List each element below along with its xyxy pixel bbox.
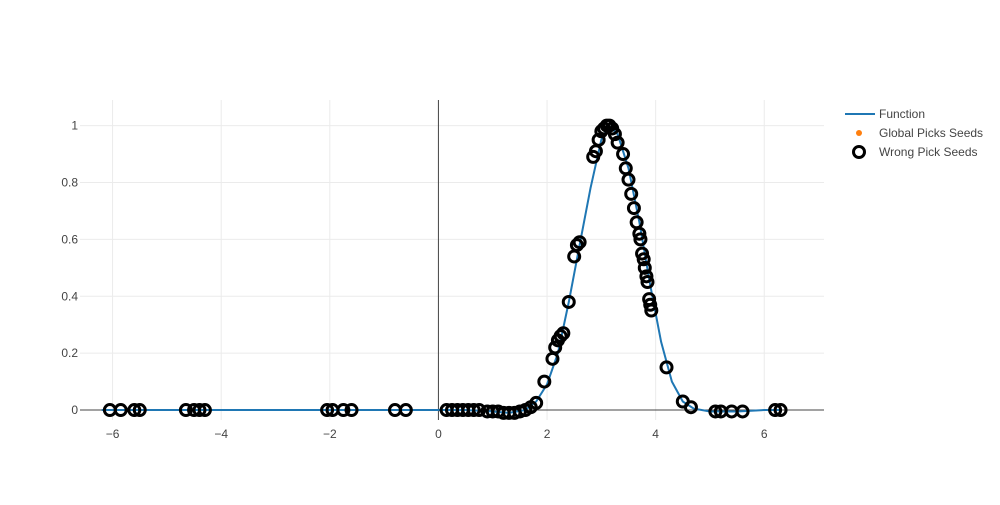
wrong-pick-seed-point [466,403,481,418]
wrong-pick-seed-point [708,404,723,419]
y-tick-label: 0.8 [61,175,78,189]
wrong-pick-seeds-series [102,118,788,420]
wrong-pick-seed-point [472,403,487,418]
legend-item-label[interactable]: Function [879,107,925,121]
y-tick-label: 0 [71,403,78,417]
wrong-pick-seed-point [621,172,636,187]
zero-lines [80,100,824,420]
wrong-pick-seed-point [640,275,655,290]
wrong-pick-seed-point [644,303,659,318]
y-tick-label: 0.6 [61,232,78,246]
wrong-pick-seed-point [344,403,359,418]
x-tick-label: −6 [106,427,120,441]
wrong-pick-seed-point [561,294,576,309]
x-tick-label: −4 [214,427,228,441]
y-tick-label: 0.4 [61,289,78,303]
wrong-pick-seed-point [127,403,142,418]
tick-labels: −6 −4 −2 0 2 4 6 0 0.2 0.4 0.6 0.8 1 [61,119,768,441]
wrong-pick-seed-point [113,403,128,418]
wrong-pick-seed-point [643,297,658,312]
wrong-pick-seed-point [637,260,652,275]
wrong-pick-seed-point [132,403,147,418]
wrong-pick-seed-point [636,252,651,267]
wrong-pick-seed-point [607,127,622,142]
wrong-pick-seed-point [633,232,648,247]
legend-item-label[interactable]: Global Picks Seeds [879,126,983,140]
function-line [101,123,781,414]
wrong-pick-seed-point [624,186,639,201]
x-tick-label: 6 [761,427,768,441]
legend[interactable]: Function Global Picks Seeds Wrong Pick See… [845,107,983,159]
legend-wrong-pick-swatch [852,145,866,159]
wrong-pick-seed-point [591,132,606,147]
wrong-pick-seed-point [398,403,413,418]
wrong-pick-seed-point [773,403,788,418]
wrong-pick-seed-point [610,135,625,150]
wrong-pick-seed-point [529,395,544,410]
wrong-pick-seed-point [626,201,641,216]
wrong-pick-seed-point [553,329,568,344]
wrong-pick-seed-point [659,360,674,375]
wrong-pick-seed-point [735,404,750,419]
wrong-pick-seed-point [192,403,207,418]
wrong-pick-seed-point [197,403,212,418]
wrong-pick-seed-point [320,403,335,418]
wrong-pick-seed-point [768,403,783,418]
wrong-pick-seed-point [572,235,587,250]
wrong-pick-seed-point [616,147,631,162]
legend-global-picks-swatch [856,130,862,136]
wrong-pick-seed-point [178,403,193,418]
wrong-pick-seed-point [629,215,644,230]
x-tick-label: 2 [544,427,551,441]
x-tick-label: 4 [652,427,659,441]
legend-item-label[interactable]: Wrong Pick Seeds [879,145,978,159]
wrong-pick-seed-point [632,226,647,241]
wrong-pick-seed-point [683,400,698,415]
wrong-pick-seed-point [336,403,351,418]
wrong-pick-seed-point [556,326,571,341]
wrong-pick-seed-point [569,238,584,253]
x-tick-label: 0 [435,427,442,441]
wrong-pick-seed-point [618,161,633,176]
wrong-pick-seed-point [548,340,563,355]
y-tick-label: 1 [71,119,78,133]
wrong-pick-seed-point [639,269,654,284]
grid-layer [80,100,824,420]
x-tick-label: −2 [323,427,337,441]
y-tick-label: 0.2 [61,346,78,360]
wrong-pick-seed-point [537,374,552,389]
function-series [101,123,781,414]
